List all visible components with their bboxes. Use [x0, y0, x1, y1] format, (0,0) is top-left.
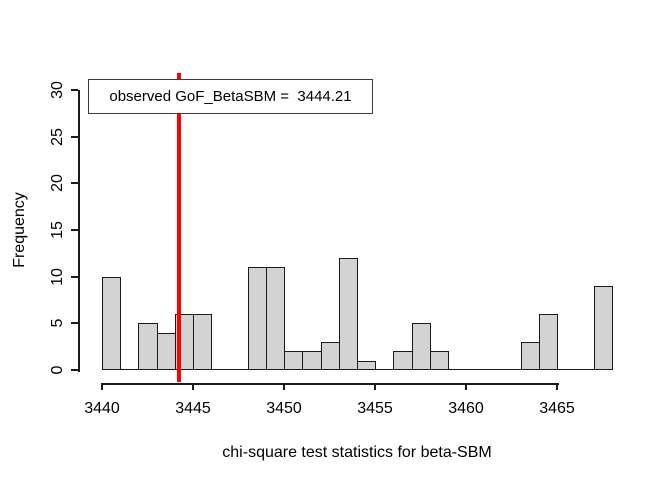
histogram-bar: [248, 267, 267, 370]
y-tick-label: 25: [49, 128, 66, 146]
x-tick: [374, 383, 376, 390]
histogram-bar: [102, 277, 121, 370]
legend-box: observed GoF_BetaSBM = 3444.21: [88, 79, 373, 114]
y-tick: [71, 369, 78, 371]
x-tick-label: 3460: [448, 400, 484, 417]
histogram-bar: [539, 314, 558, 370]
y-tick: [71, 276, 78, 278]
y-tick: [71, 182, 78, 184]
x-tick-label: 3455: [357, 400, 393, 417]
x-tick: [283, 383, 285, 390]
y-tick-label: 10: [49, 268, 66, 286]
observed-statistic-line: [177, 73, 181, 382]
y-tick-label: 0: [49, 365, 66, 375]
histogram-bar: [321, 342, 340, 370]
y-tick: [71, 322, 78, 324]
histogram-bar: [302, 351, 322, 370]
y-tick-label: 15: [49, 221, 66, 239]
x-tick-label: 3450: [266, 400, 302, 417]
x-tick-label: 3445: [175, 400, 211, 417]
histogram-bar: [339, 258, 358, 370]
y-tick: [71, 229, 78, 231]
y-tick-label: 30: [49, 81, 66, 99]
x-tick: [465, 383, 467, 390]
y-axis-line: [78, 90, 80, 372]
x-tick: [192, 383, 194, 390]
histogram-bar: [430, 351, 449, 370]
histogram-bar: [284, 351, 303, 370]
y-axis-title: Frequency: [11, 192, 28, 268]
y-tick: [71, 89, 78, 91]
histogram-bar: [157, 333, 176, 370]
x-tick: [101, 383, 103, 390]
histogram-bar: [594, 286, 613, 370]
legend-label: observed GoF_BetaSBM = 3444.21: [109, 88, 352, 105]
histogram-bar: [357, 361, 376, 370]
y-tick-label: 20: [49, 174, 66, 192]
x-axis-line: [102, 383, 559, 385]
x-tick-label: 3440: [84, 400, 120, 417]
histogram-bar: [138, 323, 158, 370]
y-tick: [71, 136, 78, 138]
histogram-bar: [266, 267, 285, 370]
y-tick-label: 5: [49, 318, 66, 328]
histogram-bar: [521, 342, 540, 370]
histogram-bar: [393, 351, 413, 370]
x-tick-label: 3465: [539, 400, 575, 417]
x-tick: [556, 383, 558, 390]
x-axis-title: chi-square test statistics for beta-SBM: [222, 444, 492, 461]
histogram-bar: [193, 314, 212, 370]
histogram-bar: [412, 323, 431, 370]
